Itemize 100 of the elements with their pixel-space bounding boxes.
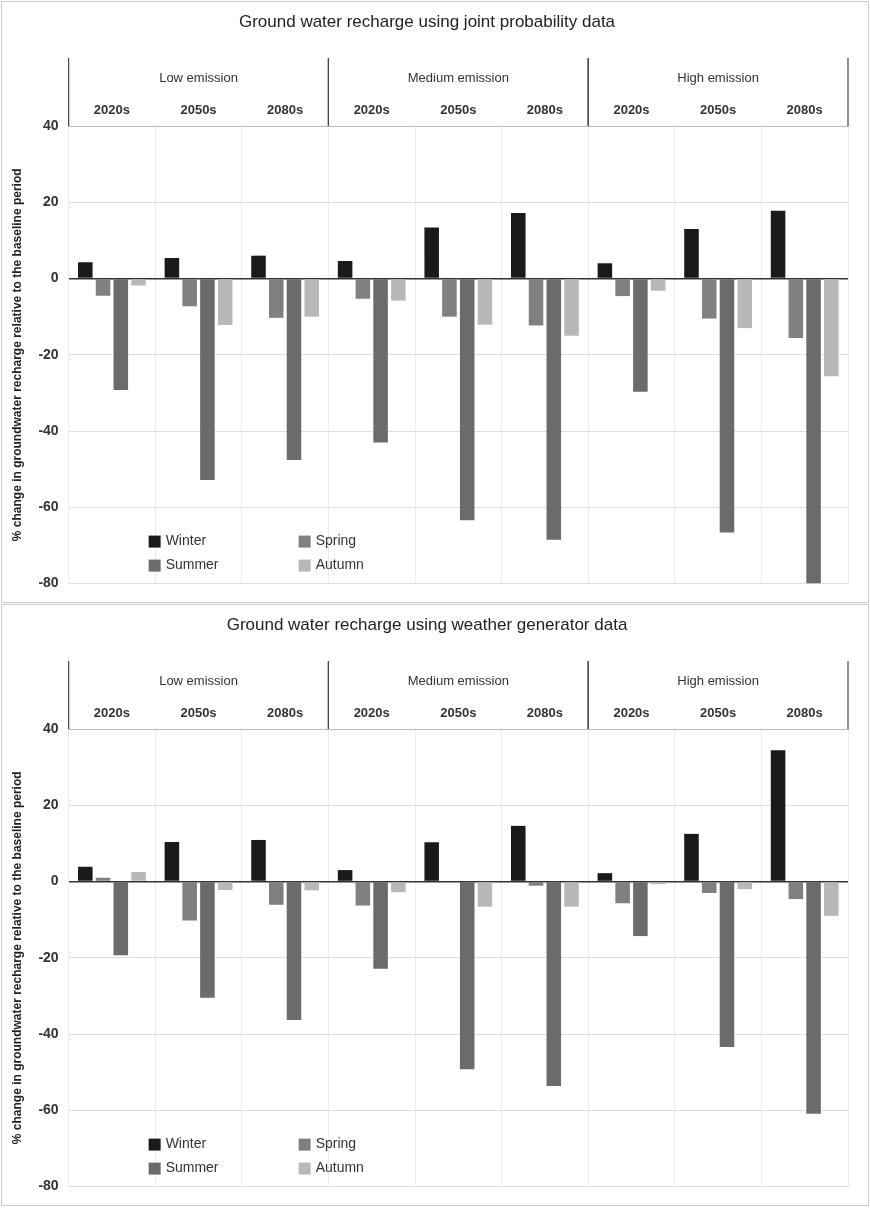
legend-label: Summer xyxy=(165,556,219,573)
bar xyxy=(286,882,302,1020)
y-tick-label: -80 xyxy=(38,1177,59,1194)
bar xyxy=(459,882,475,1070)
bar xyxy=(615,279,630,297)
y-axis-title: % change in groundwater recharge relative to the baseline period xyxy=(9,771,24,1145)
bar xyxy=(564,882,579,907)
bar xyxy=(286,279,302,461)
bar xyxy=(806,279,821,584)
bar xyxy=(597,263,613,278)
x-tick-label: 2080s xyxy=(786,101,823,117)
bar xyxy=(200,279,215,480)
x-tick-label: 2080s xyxy=(526,704,563,720)
bar xyxy=(217,882,233,890)
legend-label: Winter xyxy=(165,1135,207,1152)
bar xyxy=(684,228,699,278)
bar xyxy=(546,279,562,540)
x-tick-label: 2050s xyxy=(700,101,737,117)
bar xyxy=(459,279,475,521)
bar xyxy=(477,882,493,907)
legend-label: Winter xyxy=(165,532,207,549)
bar xyxy=(770,750,786,881)
bar xyxy=(615,882,630,904)
x-tick-label: 2020s xyxy=(353,101,390,117)
x-tick-label: 2020s xyxy=(613,704,650,720)
chart-title: Ground water recharge using weather generator data xyxy=(226,614,628,634)
bar xyxy=(78,262,93,278)
x-tick-label: 2080s xyxy=(786,704,823,720)
x-tick-label: 2050s xyxy=(180,704,217,720)
y-tick-label: -40 xyxy=(38,1024,59,1041)
bar xyxy=(788,882,804,900)
x-tick-label: 2050s xyxy=(440,101,477,117)
bar xyxy=(131,279,146,286)
bar xyxy=(788,279,804,339)
x-tick-label: 2020s xyxy=(613,101,650,117)
bar xyxy=(424,227,439,278)
bar xyxy=(182,882,197,921)
text: Medium emission xyxy=(407,672,509,688)
bar xyxy=(373,279,388,443)
bar xyxy=(391,279,406,301)
bar xyxy=(182,279,197,307)
y-tick-label: 20 xyxy=(43,193,59,210)
bar xyxy=(337,260,353,278)
bar xyxy=(251,839,266,881)
bar xyxy=(337,870,353,881)
bar xyxy=(824,279,839,377)
bar xyxy=(131,872,146,881)
x-tick-label: 2050s xyxy=(700,704,737,720)
x-tick-label: 2080s xyxy=(267,704,304,720)
bar xyxy=(200,882,215,998)
bar xyxy=(95,279,111,296)
legend-label: Autumn xyxy=(315,556,364,573)
x-tick-label: 2050s xyxy=(180,101,217,117)
bar xyxy=(113,279,129,390)
bar xyxy=(701,279,717,319)
bar xyxy=(268,882,284,905)
text: Low emission xyxy=(159,69,238,85)
bar xyxy=(355,279,371,299)
bar xyxy=(268,279,284,318)
text: High emission xyxy=(677,69,759,85)
bar xyxy=(304,882,320,891)
bar xyxy=(528,882,544,886)
bar xyxy=(770,210,786,278)
legend-label: Autumn xyxy=(315,1159,364,1176)
y-tick-label: 40 xyxy=(43,116,59,133)
bar xyxy=(701,882,717,893)
bar xyxy=(164,841,180,881)
bar xyxy=(597,873,613,881)
bar xyxy=(477,279,493,325)
text: Low emission xyxy=(159,672,238,688)
y-tick-label: 20 xyxy=(43,796,59,813)
x-tick-label: 2080s xyxy=(267,101,304,117)
bar xyxy=(391,882,406,893)
y-tick-label: -40 xyxy=(38,421,59,438)
bar xyxy=(806,882,821,1114)
legend-label: Spring xyxy=(315,1135,357,1152)
legend-label: Summer xyxy=(165,1159,219,1176)
bar xyxy=(251,255,266,278)
x-tick-label: 2080s xyxy=(526,101,563,117)
y-tick-label: -60 xyxy=(38,1101,59,1118)
bar xyxy=(442,279,457,317)
bar xyxy=(511,825,526,881)
bar xyxy=(95,877,111,881)
text: Medium emission xyxy=(407,69,509,85)
bar xyxy=(650,279,666,291)
x-tick-label: 2020s xyxy=(93,101,131,117)
bar xyxy=(737,882,753,890)
bar xyxy=(546,882,562,1086)
y-tick-label: -20 xyxy=(38,345,59,362)
x-tick-label: 2020s xyxy=(353,704,390,720)
bar xyxy=(737,279,753,329)
bar xyxy=(564,279,579,336)
bar xyxy=(633,279,648,392)
bar xyxy=(824,882,839,916)
bar xyxy=(164,257,180,278)
y-tick-label: -80 xyxy=(38,574,59,591)
bar xyxy=(528,279,544,326)
bar xyxy=(304,279,320,317)
y-tick-label: 40 xyxy=(43,719,59,736)
text: High emission xyxy=(677,672,759,688)
